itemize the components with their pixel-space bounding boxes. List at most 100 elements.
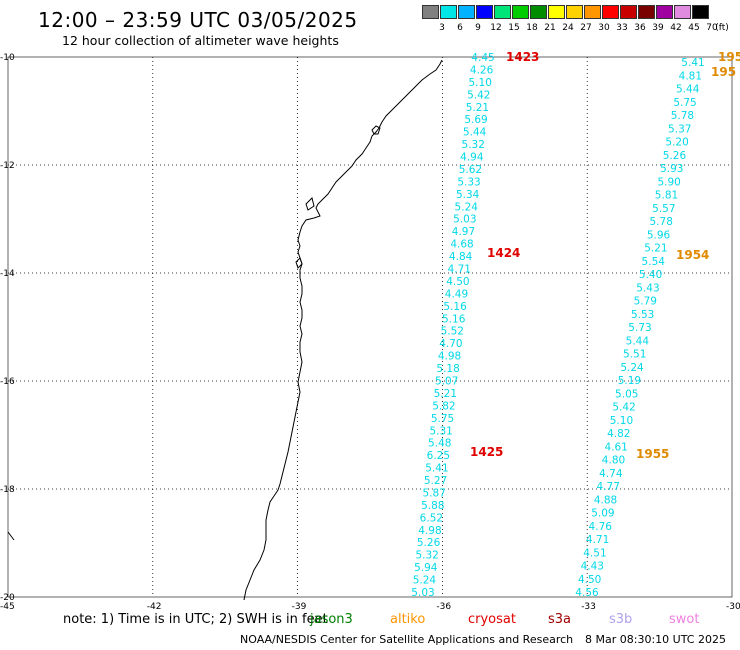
pass-time-label: 195 [718,50,740,64]
wave-height-value: 5.21 [644,243,667,255]
pass-time-label: 1954 [676,248,709,262]
wave-height-value: 4.80 [602,455,625,467]
longitude-tick-label: -36 [436,602,451,612]
wave-height-value: 5.20 [665,137,688,149]
wave-height-value: 4.68 [450,239,473,251]
generated-timestamp: 8 Mar 08:30:10 UTC 2025 [585,633,726,646]
wave-height-value: 4.50 [578,574,601,586]
longitude-tick-label: -42 [147,602,162,612]
wave-height-value: 6.52 [420,512,443,524]
wave-height-value: 5.42 [467,89,490,101]
wave-height-value: 5.37 [668,123,691,135]
satellite-legend-s3a: s3a [548,612,572,627]
wave-height-value: 4.49 [445,288,468,300]
wave-height-value: 5.57 [652,203,675,215]
page-title: 12:00 – 23:59 UTC 03/05/2025 [38,8,358,32]
color-scale-tick: 39 [652,23,664,33]
pass-time-label: 195 [711,65,736,79]
color-scale-tick: 27 [580,23,592,33]
wave-height-value: 5.33 [457,176,480,188]
wave-height-value: 4.98 [438,351,461,363]
pass-time-label: 1425 [470,445,503,459]
wave-height-value: 5.34 [456,189,480,201]
color-swatch [476,5,493,19]
wave-height-value: 4.88 [594,494,617,506]
wave-height-value: 5.78 [671,110,694,122]
island-outline [295,125,381,269]
wave-height-value: 5.19 [618,375,641,387]
color-scale-legend: 3 6 9 12 15 18 21 24 27 30 33 36 39 42 45 70 (ft) [422,5,730,33]
color-swatch [692,5,709,19]
satellite-legend-jason3: jason3 [310,612,353,627]
wave-height-value: 5.27 [424,475,447,487]
color-swatch [566,5,583,19]
color-scale-tick: 18 [526,23,538,33]
wave-height-value: 5.87 [422,487,445,499]
color-swatch [584,5,601,19]
color-scale-unit: (ft) [715,23,729,33]
color-scale-tick: 45 [688,23,700,33]
wave-height-value: 5.79 [634,296,657,308]
wave-height-value: 5.78 [650,216,673,228]
map-grid [7,56,733,598]
satellite-legend-s3b: s3b [609,612,633,627]
satellite-legend-altiko: altiko [390,612,426,627]
wave-height-value: 4.71 [448,264,471,276]
wave-height-value: 5.42 [612,402,635,414]
wave-height-value: 5.48 [428,438,451,450]
wave-height-value: 5.82 [432,400,455,412]
color-scale-tick: 9 [475,23,481,33]
wave-height-value: 5.81 [655,190,678,202]
color-scale-tick: 36 [634,23,646,33]
wave-height-value: 5.51 [623,349,646,361]
longitude-tick-label: -45 [0,602,15,612]
wave-height-value: 5.03 [453,214,476,226]
color-swatch [530,5,547,19]
wave-height-value: 4.71 [586,534,609,546]
longitude-labels: -45 -42 -39 -36 -33 -30 [0,602,740,612]
coastline-west-fragment [7,531,15,541]
wave-height-value: 5.26 [663,150,687,162]
wave-height-value: 5.26 [417,537,441,549]
wave-height-value: 5.32 [415,550,438,562]
wave-height-value: 5.62 [459,164,482,176]
credit-line: NOAA/NESDIS Center for Satellite Applica… [240,633,574,646]
color-scale-tick: 33 [616,23,628,33]
latitude-tick-label: -18 [0,485,15,495]
wave-height-value: 5.88 [421,500,444,512]
color-swatch [458,5,475,19]
wave-height-value: 4.45 [471,52,494,64]
wave-height-value: 5.93 [660,163,683,175]
wave-height-value: 5.40 [639,269,662,281]
wave-height-value: 5.44 [676,84,700,96]
color-scale-tick: 70 [706,23,718,33]
wave-height-value: 5.43 [636,282,659,294]
wave-height-value: 5.07 [435,375,458,387]
latitude-tick-label: -12 [0,161,15,171]
color-scale-tick: 24 [562,23,574,33]
wave-height-value: 4.26 [470,64,494,76]
wave-height-value: 5.54 [642,256,666,268]
altimeter-tracks: 4.454.265.105.425.215.695.445.324.945.62… [411,50,740,599]
satellite-legend-swot: swot [669,612,700,627]
wave-height-value: 4.56 [575,587,599,599]
wave-height-value: 5.69 [464,114,487,126]
wave-height-value: 5.16 [442,313,466,325]
wave-height-value: 5.21 [466,102,489,114]
color-swatch [656,5,673,19]
wave-height-value: 5.24 [455,201,479,213]
wave-height-value: 5.31 [429,425,452,437]
satellite-legend-cryosat: cryosat [468,612,516,627]
color-swatch [512,5,529,19]
color-scale-tick: 42 [670,23,682,33]
wave-height-value: 4.74 [599,468,623,480]
wave-height-value: 5.24 [413,575,437,587]
color-swatch [602,5,619,19]
wave-height-value: 5.05 [615,388,638,400]
footnote: note: 1) Time is in UTC; 2) SWH is in fe… [63,612,328,627]
wave-height-value: 4.70 [439,338,462,350]
wave-height-value: 5.09 [591,508,614,520]
longitude-tick-label: -30 [726,602,740,612]
wave-height-value: 4.84 [449,251,473,263]
